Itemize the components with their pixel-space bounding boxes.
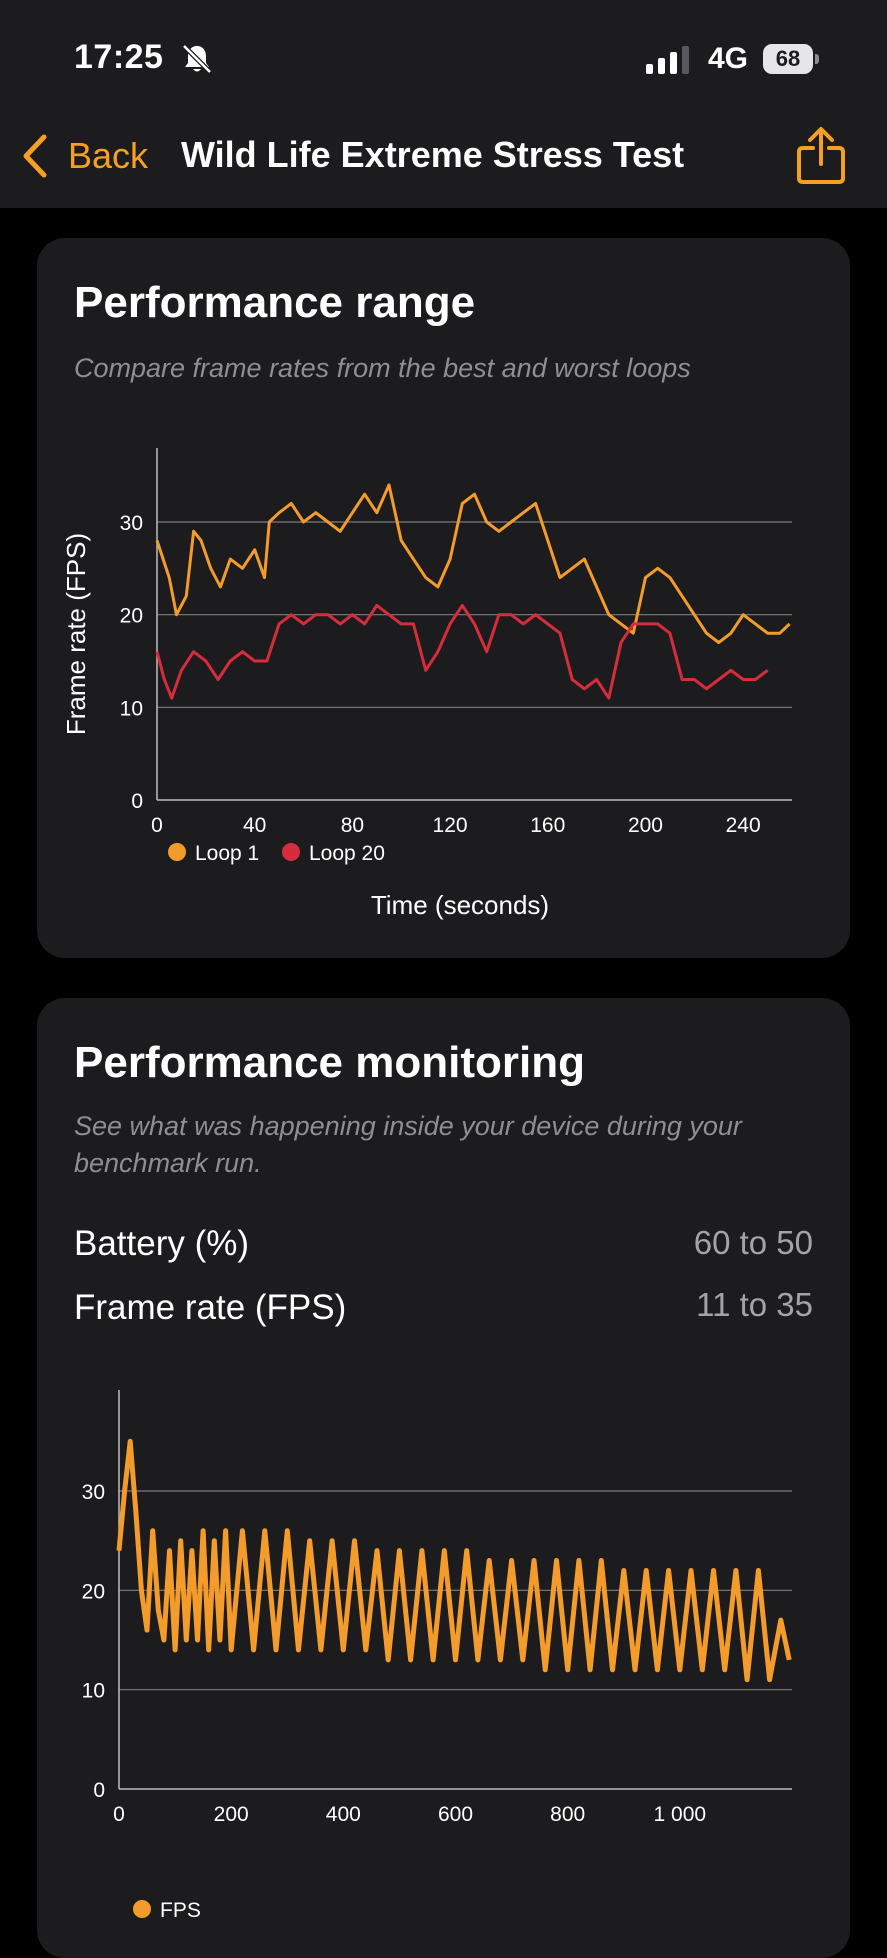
share-icon[interactable] [795, 126, 847, 186]
x-tick-label: 120 [433, 814, 468, 837]
bell-slash-icon [182, 44, 212, 74]
legend-marker [133, 1900, 151, 1918]
y-tick-label: 0 [131, 790, 143, 813]
performance-monitoring-chart: 0 10 20 30 0 200 400 600 800 1 000 FPS [82, 1390, 792, 1922]
back-label: Back [68, 135, 149, 176]
chevron-left-icon [23, 134, 47, 178]
y-tick-label: 10 [82, 1680, 105, 1703]
x-tick-label: 400 [326, 1803, 361, 1826]
x-tick-label: 800 [550, 1803, 585, 1826]
legend-marker [282, 843, 300, 861]
battery-level: 68 [763, 44, 813, 74]
page-title: Wild Life Extreme Stress Test [181, 134, 685, 175]
y-tick-label: 0 [93, 1779, 105, 1802]
performance-monitoring-title: Performance monitoring [74, 1038, 585, 1087]
battery-stat-label: Battery (%) [74, 1224, 250, 1263]
x-tick-label: 200 [214, 1803, 249, 1826]
x-tick-label: 600 [438, 1803, 473, 1826]
y-tick-label: 20 [82, 1580, 105, 1603]
battery-icon: 68 [763, 44, 819, 74]
legend-marker [168, 843, 186, 861]
battery-cap [815, 54, 819, 64]
top-bar: 17:25 4G 68 Back Wild Life Extreme Stres… [0, 0, 887, 208]
performance-range-title: Performance range [74, 278, 476, 327]
x-tick-label: 0 [151, 814, 163, 837]
series-line-fps [116, 1438, 792, 1683]
y-tick-label: 20 [120, 605, 143, 628]
x-tick-label: 40 [243, 814, 266, 837]
x-tick-label: 80 [341, 814, 364, 837]
y-tick-label: 30 [120, 512, 143, 535]
fps-stat-value: 11 to 35 [696, 1286, 813, 1323]
fps-stat-label: Frame rate (FPS) [74, 1288, 347, 1327]
status-time: 17:25 [74, 38, 164, 76]
performance-range-card: Performance range Compare frame rates fr… [37, 238, 850, 958]
x-tick-label: 0 [113, 1803, 125, 1826]
legend-label: Loop 20 [309, 842, 385, 865]
performance-monitoring-card: Performance monitoring See what was happ… [37, 998, 850, 1958]
legend-label: Loop 1 [195, 842, 259, 865]
y-axis-label: Frame rate (FPS) [61, 533, 91, 735]
battery-stat-value: 60 to 50 [693, 1224, 813, 1261]
series-line-loop-1 [155, 483, 791, 644]
x-tick-label: 240 [726, 814, 761, 837]
series-line-loop-20 [155, 603, 769, 700]
x-tick-label: 160 [530, 814, 565, 837]
y-tick-label: 30 [82, 1481, 105, 1504]
signal-bars-icon [646, 46, 689, 74]
x-axis-label: Time (seconds) [371, 890, 549, 920]
x-tick-label: 1 000 [654, 1803, 707, 1826]
legend-label: FPS [160, 1899, 201, 1922]
back-button[interactable]: Back [20, 128, 148, 184]
y-tick-label: 10 [120, 697, 143, 720]
performance-range-subtitle: Compare frame rates from the best and wo… [74, 353, 691, 383]
network-type: 4G [708, 42, 749, 75]
performance-range-chart: 0 10 20 30 0 40 80 120 160 200 240 Loop 1 Loop 20 Fra… [61, 448, 792, 920]
x-tick-label: 200 [628, 814, 663, 837]
performance-monitoring-subtitle: See what was happening inside your devic… [74, 1111, 742, 1178]
